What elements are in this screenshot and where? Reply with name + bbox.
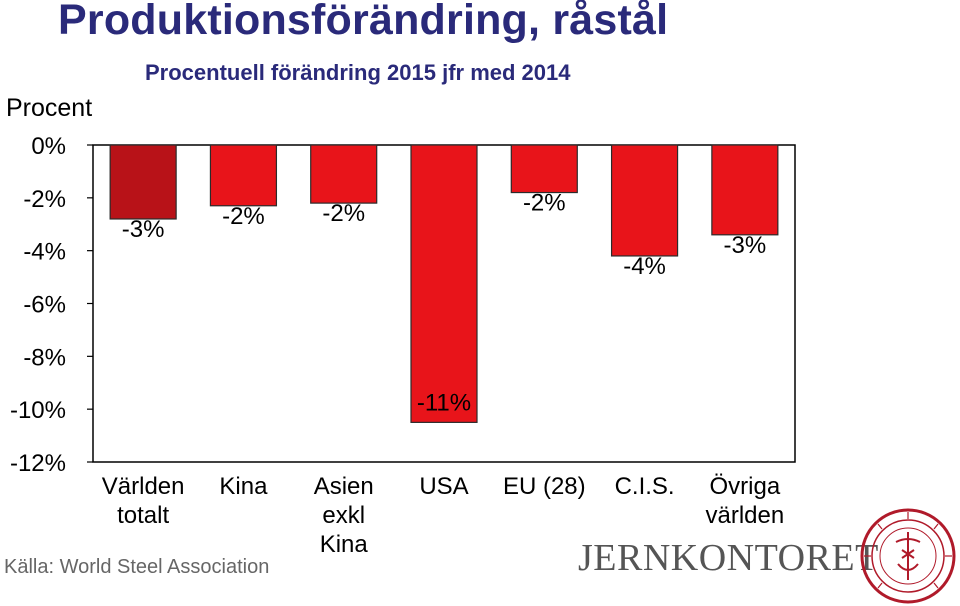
bar [310, 144, 378, 204]
bar [711, 144, 779, 236]
category-label: Världen [102, 473, 185, 500]
y-tick-label: -8% [23, 344, 66, 371]
category-label: exkl [322, 502, 365, 529]
y-tick-label: -2% [23, 186, 66, 213]
jernkontoret-logo: JERNKONTORET [578, 537, 879, 579]
y-tick-label: -10% [10, 397, 66, 424]
category-label: USA [419, 473, 468, 500]
y-axis-label: Procent [6, 94, 93, 122]
data-label: -3% [122, 216, 165, 243]
bar [610, 144, 679, 257]
category-label: världen [705, 502, 784, 529]
y-tick-label: -6% [23, 292, 66, 319]
y-tick-label: 0% [31, 133, 66, 160]
category-label: EU (28) [503, 473, 586, 500]
data-label: -2% [322, 200, 365, 227]
category-label: Kina [219, 473, 268, 500]
category-label: Kina [320, 531, 369, 558]
data-label: -3% [724, 232, 767, 259]
seal-logo [860, 508, 956, 604]
source-note: Källa: World Steel Association [4, 556, 270, 578]
chart-subtitle: Procentuell förändring 2015 jfr med 2014 [145, 60, 571, 85]
bar [410, 144, 478, 423]
category-label: totalt [117, 502, 169, 529]
category-label: C.I.S. [615, 473, 675, 500]
data-label: -2% [523, 190, 566, 217]
category-label: Övriga [710, 473, 781, 500]
data-label: -4% [623, 253, 666, 280]
category-label: Asien [314, 473, 374, 500]
bar [510, 144, 578, 194]
data-label: -2% [222, 203, 265, 230]
y-tick-label: -4% [23, 239, 66, 266]
data-label: -11% [417, 389, 471, 416]
bar [109, 144, 177, 220]
chart-title: Produktionsförändring, råstål [58, 0, 669, 44]
bar [209, 144, 278, 207]
y-tick-label: -12% [10, 450, 66, 477]
